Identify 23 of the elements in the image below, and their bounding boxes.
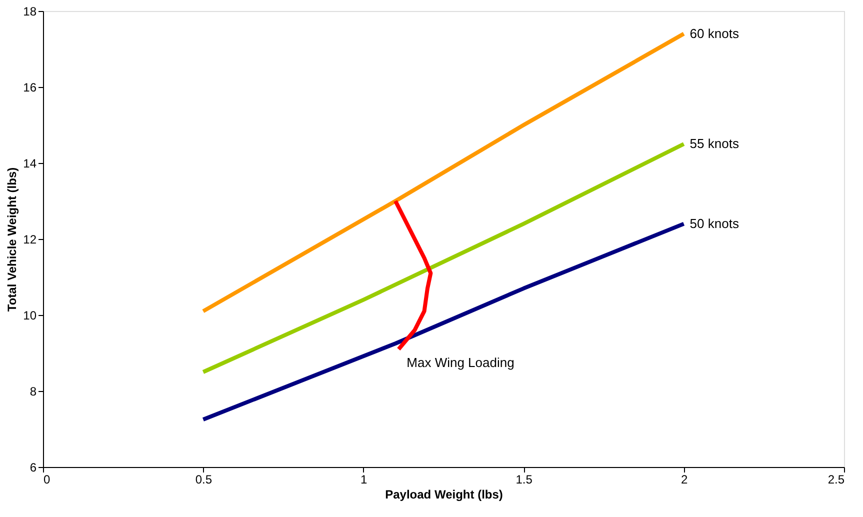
line-series [201,142,686,374]
x-tick-label: 2 [680,472,688,486]
x-tick-label: 0.5 [195,472,212,486]
x-tick-label: 1.5 [516,472,533,486]
y-axis-title: Total Vehicle Weight (lbs) [5,167,20,312]
y-tick-label: 6 [30,460,37,474]
annotation: Max Wing Loading [406,355,514,370]
line-series [201,222,686,422]
y-tick-label: 18 [23,4,37,18]
series-label: 50 knots [690,216,740,231]
x-tick-label: 0 [44,472,50,486]
y-tick-label: 8 [30,384,37,398]
series-label: 55 knots [690,136,740,151]
series-label: 60 knots [690,26,740,41]
y-tick-label: 14 [23,156,37,170]
y-tick-label: 10 [23,308,37,322]
y-tick-label: 12 [23,232,37,246]
y-tick-label: 16 [23,80,37,94]
line-series [201,32,686,314]
line-series [393,199,433,352]
x-tick-label: 2.5 [828,472,845,486]
x-tick-label: 1 [360,472,368,486]
x-axis-title: Payload Weight (lbs) [385,488,503,502]
